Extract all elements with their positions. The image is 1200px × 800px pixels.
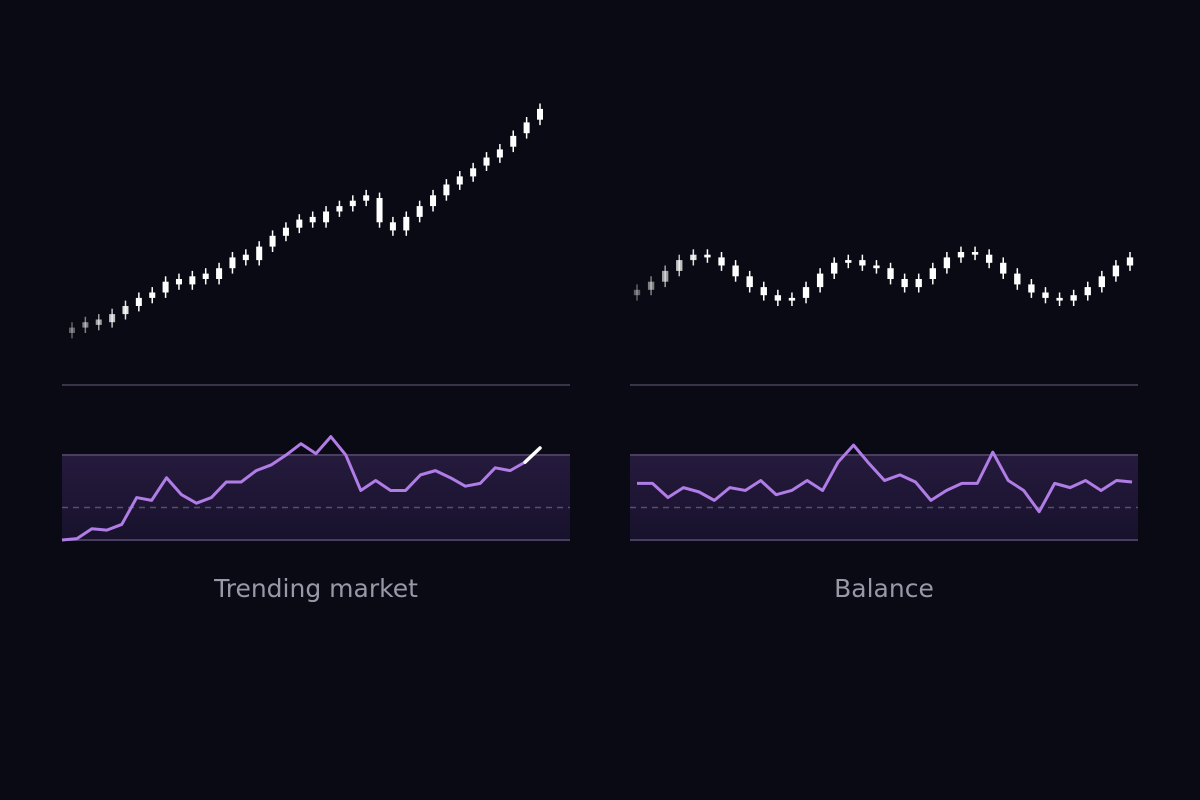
candle-body: [149, 292, 156, 298]
candle-body: [189, 276, 196, 285]
candle-body: [831, 262, 838, 274]
candle-body: [873, 265, 880, 269]
candle-body: [323, 211, 330, 223]
candle-body: [915, 279, 922, 288]
candle-body: [1042, 292, 1049, 298]
candle-body: [68, 327, 76, 333]
candle-body: [229, 257, 236, 269]
oscillator-highlight: [523, 446, 542, 464]
candle-body: [389, 222, 396, 231]
candle-body: [82, 322, 89, 328]
candle-body: [296, 219, 303, 228]
candle-body: [282, 227, 289, 236]
candle-body: [647, 281, 655, 290]
candle-body: [416, 206, 423, 217]
candle-body: [788, 297, 796, 301]
candle-body: [336, 206, 343, 212]
caption: Balance: [834, 574, 934, 603]
candle-body: [957, 252, 965, 258]
candle-body: [816, 273, 824, 288]
candle-body: [443, 184, 450, 196]
candle-body: [887, 268, 894, 279]
candle-body: [859, 260, 866, 266]
candle-body: [1070, 295, 1077, 301]
candle-body: [349, 200, 356, 207]
candle-body: [269, 235, 276, 247]
candle-body: [802, 287, 810, 298]
candle-body: [1028, 284, 1035, 293]
candle-body: [943, 257, 951, 269]
candle-body: [109, 314, 116, 323]
oscillator-line: [637, 443, 1133, 514]
candle-body: [1056, 297, 1063, 301]
candle-body: [1014, 273, 1021, 285]
candle-body: [662, 270, 669, 282]
candle-body: [732, 265, 739, 277]
caption: Trending market: [213, 574, 418, 603]
candle-body: [496, 149, 503, 158]
candle-body: [135, 297, 142, 306]
candle-body: [403, 216, 410, 231]
candle-body: [704, 254, 711, 258]
candle-body: [1084, 287, 1091, 296]
candle-body: [95, 319, 102, 325]
candle-body: [470, 168, 477, 177]
oscillator-band: [62, 455, 570, 541]
candle-body: [256, 246, 263, 261]
candle-body: [1098, 276, 1105, 288]
candle-body: [523, 122, 530, 134]
candle-body: [536, 108, 544, 120]
candle-body: [175, 279, 182, 285]
candle-body: [483, 157, 490, 166]
candle-body: [746, 276, 753, 288]
candle-body: [774, 295, 782, 301]
candle-body: [718, 257, 725, 266]
candle-body: [985, 254, 993, 263]
candle-body: [363, 195, 370, 201]
candle-body: [376, 198, 383, 223]
candle-body: [971, 252, 979, 255]
candle-body: [690, 254, 697, 261]
candle-body: [242, 254, 249, 261]
candle-body: [633, 289, 641, 296]
candle-body: [456, 176, 463, 185]
candle-body: [122, 306, 129, 315]
candle-body: [901, 279, 908, 288]
candle-body: [1112, 265, 1120, 277]
candle-body: [162, 281, 169, 293]
candle-body: [510, 135, 517, 147]
candle-body: [309, 216, 316, 223]
candle-body: [929, 268, 936, 279]
oscillator-line: [61, 435, 542, 542]
candle-body: [676, 260, 683, 271]
candle-body: [430, 195, 437, 207]
candle-body: [202, 273, 209, 279]
candle-body: [216, 268, 223, 279]
oscillator-band: [630, 455, 1138, 541]
candle-body: [1000, 262, 1007, 274]
candle-body: [1126, 257, 1134, 266]
candle-body: [760, 287, 767, 296]
candle-body: [845, 260, 852, 263]
